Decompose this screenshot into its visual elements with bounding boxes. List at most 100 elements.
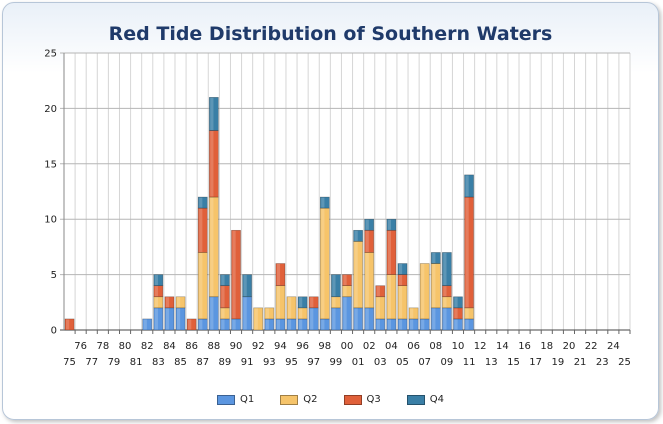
bar-segment-highlight	[221, 319, 225, 330]
bar-segment-highlight	[165, 308, 170, 330]
x-tick-label: 14	[496, 341, 509, 352]
bar-segment-highlight	[387, 219, 392, 230]
bar-segment-q4	[331, 274, 341, 298]
x-tick-label: 78	[96, 341, 109, 352]
x-tick-label: 87	[196, 357, 209, 368]
bar-segment-q1	[142, 318, 153, 331]
bar-segment-highlight	[176, 297, 181, 308]
x-tick-label: 79	[108, 357, 121, 368]
bar-segment-highlight	[376, 286, 380, 297]
x-tick-label: 06	[407, 341, 420, 352]
bar-segment-q1	[397, 318, 408, 331]
x-tick-label: 22	[585, 341, 598, 352]
bar-segment-q4	[297, 296, 308, 309]
bar-segment-q4	[353, 229, 363, 242]
bar-segment-q4	[242, 274, 252, 298]
x-tick-label: 15	[507, 357, 520, 368]
bar-segment-q4	[319, 196, 330, 209]
bar-segment-highlight	[210, 131, 214, 197]
bar-segment-q3	[275, 263, 286, 286]
bar-segment-highlight	[276, 319, 281, 330]
legend-swatch	[343, 394, 362, 405]
x-tick-label: 23	[596, 357, 609, 368]
bar-segment-highlight	[332, 308, 336, 330]
bar-segment-highlight	[332, 297, 336, 308]
bar-segment-highlight	[343, 297, 347, 330]
x-tick-label: 99	[330, 357, 343, 368]
y-tick-label: 10	[44, 215, 57, 226]
x-tick-label: 02	[363, 341, 376, 352]
bar-segment-q3	[164, 296, 175, 309]
x-tick-label: 03	[374, 357, 387, 368]
x-tick-label: 19	[551, 357, 564, 368]
bar-segment-highlight	[154, 308, 158, 330]
x-tick-label: 96	[296, 341, 309, 352]
bar-segment-q4	[453, 296, 463, 309]
bar-segment-highlight	[310, 297, 314, 308]
bar-segment-q1	[275, 318, 286, 331]
x-tick-label: 04	[385, 341, 398, 352]
x-tick-label: 92	[252, 341, 265, 352]
bar-segment-q4	[153, 274, 164, 286]
x-tick-label: 10	[452, 341, 465, 352]
x-tick-label: 98	[318, 341, 331, 352]
x-tick-label: 83	[152, 357, 165, 368]
bar-segment-highlight	[398, 264, 403, 275]
x-tick-label: 75	[63, 357, 76, 368]
x-tick-label: 00	[341, 341, 354, 352]
bar-segment-q2	[286, 296, 297, 320]
bar-segment-q1	[453, 318, 463, 331]
bar-segment-q4	[430, 252, 441, 264]
bar-segment-q1	[319, 318, 330, 331]
bar-segment-highlight	[243, 275, 247, 297]
bar-segment-q4	[442, 252, 452, 286]
y-tick-label: 25	[44, 49, 57, 60]
bar-segment-q2	[375, 296, 386, 320]
bar-segment-q2	[442, 296, 452, 309]
bar-segment-highlight	[210, 197, 214, 297]
bar-segment-highlight	[154, 297, 158, 308]
legend-item-q2: Q2	[280, 394, 318, 405]
bar-segment-q4	[364, 218, 375, 231]
bar-segment-q3	[342, 274, 352, 286]
bar-segment-highlight	[387, 319, 392, 330]
x-tick-label: 08	[429, 341, 442, 352]
legend-item-q4: Q4	[406, 394, 444, 405]
bar-segment-highlight	[410, 319, 414, 330]
bar-segment-highlight	[310, 308, 314, 330]
x-tick-label: 91	[241, 357, 254, 368]
bar-segment-q2	[264, 307, 275, 320]
legend-label: Q3	[366, 394, 381, 405]
bar-segment-highlight	[232, 319, 236, 330]
x-tick-label: 77	[85, 357, 98, 368]
bar-segment-highlight	[287, 319, 292, 330]
bar-segment-highlight	[343, 275, 347, 286]
bar-segment-q1	[342, 296, 352, 331]
legend-label: Q2	[303, 394, 318, 405]
bar-segment-highlight	[321, 319, 325, 330]
y-tick-label: 0	[51, 326, 57, 337]
bar-segment-highlight	[432, 264, 436, 308]
bar-segment-highlight	[265, 319, 269, 330]
bar-segment-highlight	[143, 319, 147, 330]
bar-segment-highlight	[343, 286, 347, 297]
legend-item-q3: Q3	[343, 394, 381, 405]
bar-segment-highlight	[276, 264, 281, 286]
x-tick-label: 12	[474, 341, 487, 352]
bar-segment-q1	[231, 318, 241, 331]
bar-segment-highlight	[254, 308, 258, 330]
bar-segment-q1	[464, 318, 474, 331]
chart-panel: Red Tide Distribution of Southern Waters…	[2, 2, 659, 420]
x-tick-label: 80	[119, 341, 132, 352]
bar-segment-highlight	[398, 275, 403, 286]
bar-segment-q1	[220, 318, 230, 331]
x-tick-label: 89	[219, 357, 232, 368]
bar-segment-highlight	[210, 297, 214, 330]
bar-segment-highlight	[454, 297, 458, 308]
x-tick-label: 95	[285, 357, 298, 368]
x-tick-label: 25	[618, 357, 631, 368]
bar-segment-highlight	[387, 275, 392, 319]
bar-segment-q2	[408, 307, 419, 320]
y-tick-label: 15	[44, 159, 57, 170]
bar-segment-highlight	[210, 97, 214, 131]
